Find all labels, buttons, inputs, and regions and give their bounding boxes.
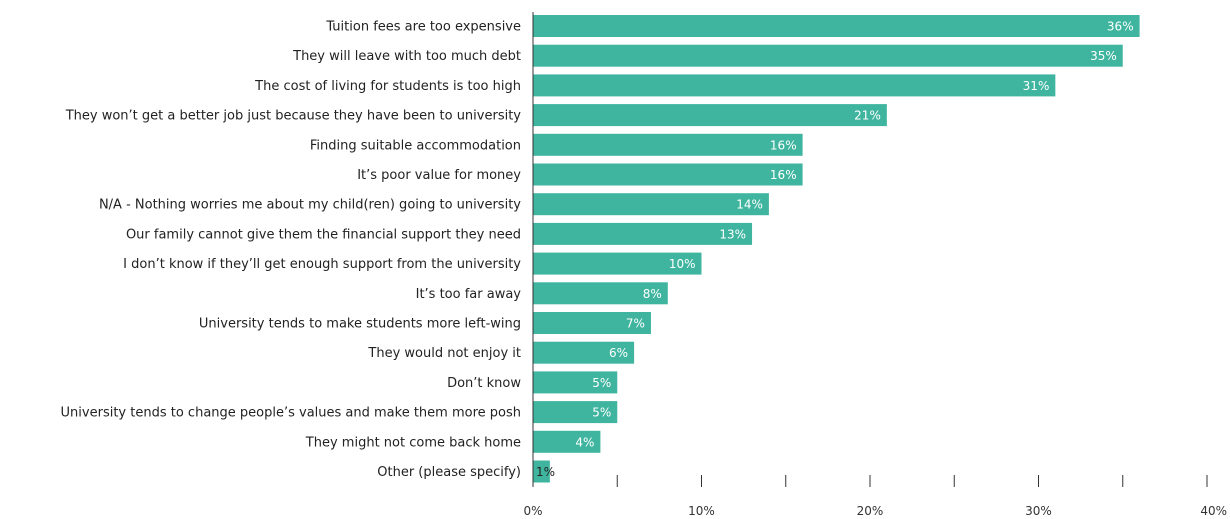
bar [533, 163, 803, 186]
category-label: They would not enjoy it [367, 346, 521, 361]
bar [533, 193, 769, 216]
bar-value-label: 31% [1023, 79, 1050, 93]
bar [533, 222, 753, 245]
bar-value-label: 5% [592, 406, 611, 420]
x-tick-label: 0% [523, 504, 542, 518]
bar-value-label: 4% [575, 435, 594, 449]
bar-value-label: 16% [770, 168, 797, 182]
bar-value-label: 14% [736, 198, 763, 212]
bar [533, 133, 803, 156]
category-label: Our family cannot give them the financia… [126, 227, 521, 242]
bar [533, 312, 651, 334]
category-label: It’s poor value for money [357, 168, 521, 183]
x-tick-label: 10% [688, 504, 715, 518]
category-label: N/A - Nothing worries me about my child(… [99, 198, 521, 213]
bar [533, 460, 550, 483]
category-label: They might not come back home [305, 435, 521, 450]
category-label: Other (please specify) [377, 465, 521, 480]
category-label: They will leave with too much debt [292, 49, 521, 64]
bar-value-label: 13% [719, 227, 746, 241]
bar-value-label: 16% [770, 138, 797, 152]
category-label: The cost of living for students is too h… [254, 79, 521, 94]
bar [533, 15, 1140, 37]
bar [533, 44, 1123, 67]
bar-value-label: 21% [854, 109, 881, 123]
x-tick-label: 30% [1025, 504, 1052, 518]
bar [533, 341, 635, 364]
bar-value-label: 6% [609, 346, 628, 360]
category-label: It’s too far away [416, 287, 522, 302]
category-label: Tuition fees are too expensive [325, 20, 521, 35]
category-label: University tends to make students more l… [199, 317, 521, 332]
category-label: I don’t know if they’ll get enough suppo… [123, 257, 521, 272]
bar [533, 430, 601, 453]
category-label: They won’t get a better job just because… [65, 109, 522, 124]
bar [533, 74, 1056, 97]
bar-value-label: 35% [1090, 49, 1117, 63]
x-tick-label: 20% [857, 504, 884, 518]
bar [533, 371, 618, 394]
bar-value-label: 36% [1107, 20, 1134, 34]
bar [533, 252, 702, 275]
bar-value-label: 5% [592, 376, 611, 390]
x-tick-label: 40% [1200, 504, 1227, 518]
bar [533, 401, 618, 424]
category-label: University tends to change people’s valu… [61, 406, 521, 421]
category-label: Finding suitable accommodation [310, 138, 521, 153]
bar-value-label: 8% [643, 287, 662, 301]
bars-layer: 36% 35% 31% 21% 16% 16% 14% 13% 10% 8% 7% 6% 5% 5% 4% 1… [533, 15, 1140, 483]
bar-value-label: 1% [536, 465, 555, 479]
bar-value-label: 10% [669, 257, 696, 271]
bar-value-label: 7% [626, 317, 645, 331]
category-label: Don’t know [447, 376, 521, 391]
bar [533, 104, 887, 127]
bar [533, 282, 668, 305]
axes-layer: Tuition fees are too expensive They will … [61, 12, 1227, 518]
